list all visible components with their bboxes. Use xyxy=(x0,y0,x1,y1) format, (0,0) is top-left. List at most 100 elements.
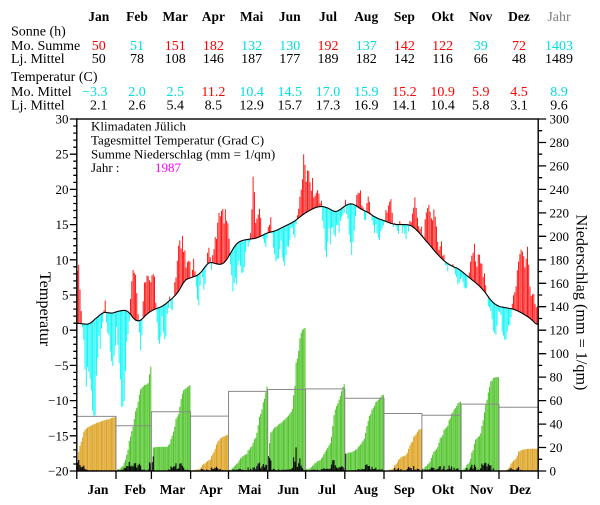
svg-text:182: 182 xyxy=(356,52,377,67)
svg-text:5.8: 5.8 xyxy=(472,99,490,114)
svg-text:11.2: 11.2 xyxy=(201,85,225,100)
svg-text:15.2: 15.2 xyxy=(392,85,417,100)
svg-text:72: 72 xyxy=(512,39,526,54)
svg-text:180: 180 xyxy=(550,252,570,267)
svg-text:120: 120 xyxy=(550,323,570,338)
svg-text:25: 25 xyxy=(56,147,69,162)
svg-text:Temperatur (C): Temperatur (C) xyxy=(11,70,98,85)
svg-text:0: 0 xyxy=(550,464,557,479)
svg-text:78: 78 xyxy=(130,52,144,67)
svg-text:15.7: 15.7 xyxy=(278,99,303,114)
svg-text:160: 160 xyxy=(550,276,570,291)
svg-text:200: 200 xyxy=(550,229,570,244)
svg-text:132: 132 xyxy=(241,39,262,54)
svg-text:60: 60 xyxy=(550,393,563,408)
svg-text:Sep: Sep xyxy=(394,482,415,497)
svg-text:260: 260 xyxy=(550,158,570,173)
svg-text:Mar: Mar xyxy=(160,482,185,497)
svg-text:80: 80 xyxy=(550,370,563,385)
svg-text:4.5: 4.5 xyxy=(510,85,528,100)
svg-text:Nov: Nov xyxy=(470,482,493,497)
svg-text:151: 151 xyxy=(165,39,186,54)
svg-text:48: 48 xyxy=(512,52,526,67)
svg-text:Mo. Summe: Mo. Summe xyxy=(11,39,80,54)
svg-text:140: 140 xyxy=(550,299,570,314)
svg-text:Tagesmittel Temperatur (Grad C: Tagesmittel Temperatur (Grad C) xyxy=(91,132,264,147)
svg-text:189: 189 xyxy=(318,52,339,67)
svg-text:Feb: Feb xyxy=(124,482,146,497)
svg-text:240: 240 xyxy=(550,182,570,197)
svg-text:Niederschlag (mm = 1/qm): Niederschlag (mm = 1/qm) xyxy=(573,215,591,391)
svg-text:5.4: 5.4 xyxy=(166,99,184,114)
svg-text:30: 30 xyxy=(56,112,69,127)
svg-text:0: 0 xyxy=(62,323,69,338)
svg-text:Klimadaten Jülich: Klimadaten Jülich xyxy=(91,119,186,134)
svg-text:Jul: Jul xyxy=(319,9,337,24)
svg-text:5: 5 xyxy=(62,288,69,303)
svg-text:51: 51 xyxy=(130,39,144,54)
svg-text:5.9: 5.9 xyxy=(472,85,490,100)
svg-text:300: 300 xyxy=(550,112,570,127)
svg-text:182: 182 xyxy=(203,39,224,54)
svg-text:8.9: 8.9 xyxy=(550,85,568,100)
svg-text:10.4: 10.4 xyxy=(239,85,264,100)
svg-text:177: 177 xyxy=(279,52,300,67)
svg-text:20: 20 xyxy=(56,182,69,197)
svg-text:Sep: Sep xyxy=(394,9,415,24)
svg-text:−15: −15 xyxy=(48,428,68,443)
svg-text:10: 10 xyxy=(56,252,69,267)
svg-text:220: 220 xyxy=(550,205,570,220)
svg-text:192: 192 xyxy=(318,39,339,54)
svg-text:116: 116 xyxy=(432,52,452,67)
svg-text:−10: −10 xyxy=(48,393,68,408)
svg-text:130: 130 xyxy=(279,39,300,54)
svg-text:280: 280 xyxy=(550,135,570,150)
svg-text:Mar: Mar xyxy=(162,9,187,24)
svg-text:10.4: 10.4 xyxy=(430,99,455,114)
svg-text:100: 100 xyxy=(550,346,570,361)
svg-text:Jun: Jun xyxy=(279,9,301,24)
svg-text:−3.3: −3.3 xyxy=(82,85,107,100)
svg-text:Apr: Apr xyxy=(199,482,222,497)
svg-text:2.1: 2.1 xyxy=(90,99,108,114)
svg-text:Dez: Dez xyxy=(509,482,531,497)
svg-text:Dez: Dez xyxy=(508,9,530,24)
svg-text:Jan: Jan xyxy=(88,9,110,24)
svg-text:15: 15 xyxy=(56,217,69,232)
svg-text:16.9: 16.9 xyxy=(354,99,379,114)
svg-text:1489: 1489 xyxy=(545,52,573,67)
svg-text:10.9: 10.9 xyxy=(430,85,455,100)
svg-text:40: 40 xyxy=(550,417,563,432)
svg-text:3.1: 3.1 xyxy=(510,99,528,114)
svg-text:Lj. Mittel: Lj. Mittel xyxy=(11,99,65,114)
svg-text:Aug: Aug xyxy=(354,9,378,24)
svg-text:Okt: Okt xyxy=(431,9,454,24)
svg-text:Jan: Jan xyxy=(87,482,109,497)
svg-text:122: 122 xyxy=(432,39,453,54)
svg-text:14.1: 14.1 xyxy=(392,99,417,114)
svg-text:17.3: 17.3 xyxy=(316,99,341,114)
svg-text:50: 50 xyxy=(92,52,106,67)
svg-text:142: 142 xyxy=(394,52,415,67)
svg-text:Mo. Mittel: Mo. Mittel xyxy=(11,85,72,100)
svg-text:Aug: Aug xyxy=(354,482,378,497)
svg-text:−5: −5 xyxy=(55,358,69,373)
svg-text:Jahr :: Jahr : xyxy=(91,160,120,175)
svg-text:Mai: Mai xyxy=(240,9,263,24)
svg-text:Jahr: Jahr xyxy=(547,10,571,25)
svg-text:39: 39 xyxy=(474,39,488,54)
svg-text:Jul: Jul xyxy=(318,482,336,497)
svg-text:2.5: 2.5 xyxy=(166,85,184,100)
svg-text:66: 66 xyxy=(474,52,488,67)
svg-text:50: 50 xyxy=(92,39,106,54)
svg-text:146: 146 xyxy=(203,52,224,67)
svg-text:14.5: 14.5 xyxy=(278,85,303,100)
svg-text:17.0: 17.0 xyxy=(316,85,341,100)
svg-text:20: 20 xyxy=(550,440,563,455)
svg-text:Summe Niederschlag (mm = 1/qm): Summe Niederschlag (mm = 1/qm) xyxy=(91,146,275,161)
svg-text:−20: −20 xyxy=(48,464,68,479)
svg-text:137: 137 xyxy=(356,39,377,54)
svg-text:187: 187 xyxy=(241,52,262,67)
svg-text:1987: 1987 xyxy=(155,160,182,175)
svg-text:142: 142 xyxy=(394,39,415,54)
